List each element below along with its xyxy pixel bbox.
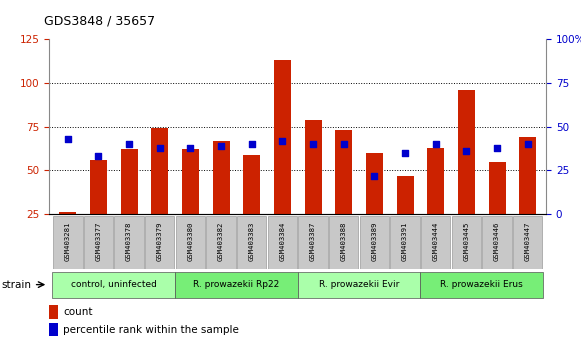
Bar [427, 148, 444, 214]
Bar [53, 216, 83, 269]
Bar [519, 137, 536, 214]
Text: GSM403383: GSM403383 [249, 222, 254, 261]
Point [247, 141, 256, 147]
Bar [458, 90, 475, 214]
Text: GSM403281: GSM403281 [65, 222, 71, 261]
Bar [513, 216, 543, 269]
Point [400, 150, 410, 156]
Bar [299, 216, 328, 269]
Point [94, 154, 103, 159]
Point [462, 148, 471, 154]
Point [493, 145, 502, 150]
Point [186, 145, 195, 150]
Bar [206, 216, 236, 269]
Point [155, 145, 164, 150]
Bar [268, 216, 297, 269]
Bar [175, 216, 205, 269]
Text: GSM403446: GSM403446 [494, 222, 500, 261]
Bar [145, 216, 174, 269]
Bar [243, 155, 260, 214]
Text: GSM403384: GSM403384 [279, 222, 285, 261]
Point [523, 141, 532, 147]
Bar [175, 272, 298, 298]
Text: GSM403445: GSM403445 [464, 222, 469, 261]
Text: GSM403387: GSM403387 [310, 222, 316, 261]
Point [124, 141, 134, 147]
Bar [304, 120, 321, 214]
Bar [366, 153, 383, 214]
Bar [237, 216, 267, 269]
Text: control, uninfected: control, uninfected [71, 280, 157, 289]
Text: strain: strain [1, 280, 31, 290]
Bar [49, 323, 58, 336]
Bar [335, 130, 352, 214]
Bar [49, 305, 58, 319]
Bar [213, 141, 229, 214]
Bar [360, 216, 389, 269]
Bar [182, 149, 199, 214]
Bar [52, 272, 175, 298]
Point [278, 138, 287, 143]
Bar [421, 272, 543, 298]
Bar [114, 216, 144, 269]
Bar [421, 216, 450, 269]
Bar [482, 216, 512, 269]
Text: percentile rank within the sample: percentile rank within the sample [63, 325, 239, 335]
Bar [274, 60, 291, 214]
Bar [329, 216, 358, 269]
Bar [59, 212, 76, 214]
Text: GSM403391: GSM403391 [402, 222, 408, 261]
Bar [390, 216, 420, 269]
Bar [121, 149, 138, 214]
Bar [451, 216, 481, 269]
Text: GSM403447: GSM403447 [525, 222, 530, 261]
Text: R. prowazekii Evir: R. prowazekii Evir [319, 280, 399, 289]
Bar [298, 272, 421, 298]
Point [309, 141, 318, 147]
Text: count: count [63, 307, 93, 317]
Bar [151, 128, 168, 214]
Text: GSM403380: GSM403380 [188, 222, 193, 261]
Point [339, 141, 349, 147]
Point [431, 141, 440, 147]
Point [370, 173, 379, 178]
Point [63, 136, 73, 142]
Text: GSM403378: GSM403378 [126, 222, 132, 261]
Text: GSM403388: GSM403388 [341, 222, 347, 261]
Bar [489, 161, 505, 214]
Bar [397, 176, 414, 214]
Text: GSM403389: GSM403389 [371, 222, 378, 261]
Text: GSM403382: GSM403382 [218, 222, 224, 261]
Text: GDS3848 / 35657: GDS3848 / 35657 [44, 14, 155, 27]
Bar [84, 216, 113, 269]
Point [217, 143, 226, 149]
Text: GSM403377: GSM403377 [95, 222, 102, 261]
Text: GSM403444: GSM403444 [433, 222, 439, 261]
Bar [90, 160, 107, 214]
Text: R. prowazekii Rp22: R. prowazekii Rp22 [193, 280, 279, 289]
Text: GSM403379: GSM403379 [157, 222, 163, 261]
Text: R. prowazekii Erus: R. prowazekii Erus [440, 280, 523, 289]
